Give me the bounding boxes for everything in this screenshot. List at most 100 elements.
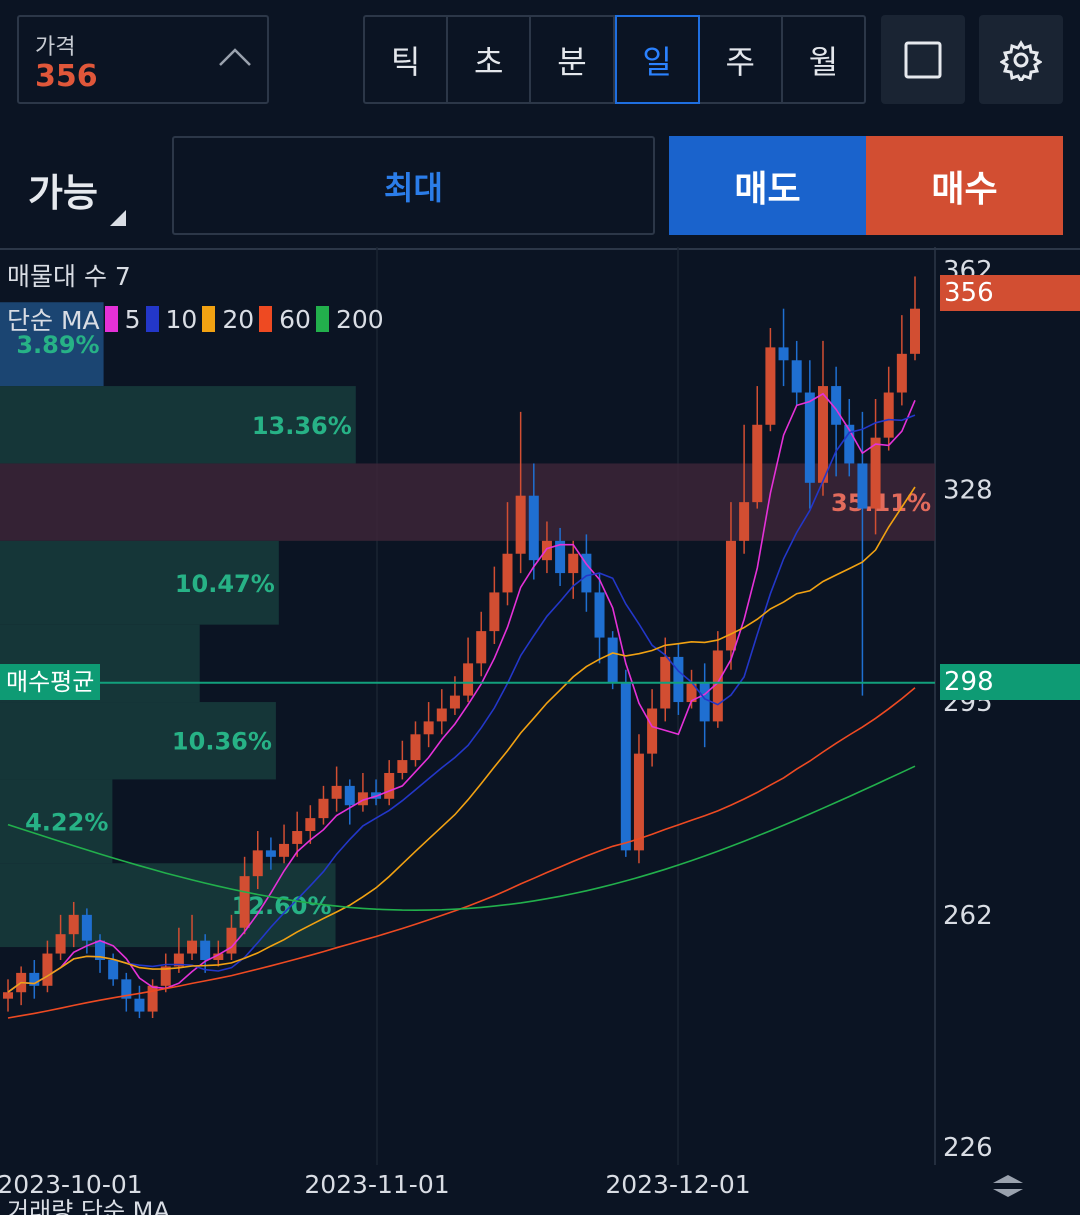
date-tick: 2023-11-01 [304,1170,449,1199]
candle-body [55,934,66,954]
volume-ma-legend: 거래량 단순 MA [7,1197,170,1215]
ma20-swatch [202,306,216,332]
candle-body [305,818,316,832]
candle-body [528,495,539,561]
ma10-label: 10 [165,304,198,334]
tab-tick[interactable]: 틱 [365,17,449,102]
volume-profile-pct: 4.22% [25,808,108,836]
candle-body [555,540,566,574]
candle-body [568,553,579,574]
volume-profile-bar [0,463,935,541]
volume-profile-pct: 10.47% [175,570,275,598]
candle-body [883,392,894,438]
candle-body [476,631,487,664]
fullscreen-button[interactable] [881,15,965,104]
candle-body [844,424,855,464]
gear-icon [1000,39,1042,81]
volume-profile-pct: 3.89% [16,331,99,359]
candle-body [423,721,434,735]
candle-body [187,940,198,954]
candle-body [95,940,106,960]
volume-profile-legend: 매물대 수 7 [7,262,131,291]
candle-body [134,998,145,1012]
candle-body [712,650,723,722]
volume-profile-pct: 10.36% [172,728,272,756]
price-tick: 262 [943,901,993,931]
buy-button[interactable]: 매수 [866,136,1063,235]
scroll-up-arrow [993,1175,1023,1183]
ma-legend-prefix: 단순 MA [7,306,100,335]
candle-body [239,876,250,928]
candle-body [620,682,631,851]
candle-body [68,914,79,935]
tab-week[interactable]: 주 [700,17,783,102]
candle-body [357,792,368,806]
dropdown-corner-icon [110,210,126,226]
available-label[interactable]: 가능 [28,171,98,215]
ma200-label: 200 [335,304,384,334]
candle-body [3,992,13,999]
candle-body [384,772,395,799]
candle-body [331,785,342,799]
candle-body [173,953,184,967]
candle-body [265,850,276,857]
candle-body [752,424,763,503]
ma20-label: 20 [222,304,255,334]
candle-body [489,592,500,632]
candle-body [910,308,920,354]
max-button[interactable]: 최대 [172,136,655,235]
scroll-down-arrow [993,1189,1023,1197]
ma60-swatch [259,306,273,332]
current-price-tag: 356 [940,275,1080,311]
candle-body [896,353,907,393]
volume-profile-bar [0,540,279,625]
candle-body [607,637,618,683]
candle-body [160,966,171,986]
ma20-line [7,486,916,993]
candle-body [686,682,697,703]
candle-body [515,495,526,554]
tab-second[interactable]: 초 [448,17,532,102]
candle-body [725,540,736,651]
price-tick: 328 [943,475,993,505]
candle-body [463,663,474,696]
chart-canvas[interactable]: 3.89%13.36%35.11%10.47%10.36%4.22%12.60%… [0,247,1080,1215]
settings-button[interactable] [979,15,1063,104]
ma5-label: 5 [124,304,141,334]
price-selector[interactable]: 가격 356 [17,15,269,104]
candle-body [29,972,40,986]
candle-body [121,979,132,999]
chevron-up-icon[interactable] [217,45,253,69]
candle-body [397,760,408,773]
candle-body [108,959,119,980]
date-tick: 2023-10-01 [0,1170,143,1199]
candle-body [647,708,658,754]
candle-body [857,463,868,509]
ma10-swatch [145,306,159,332]
volume-profile-pct: 13.36% [252,412,352,440]
candle-body [778,347,789,361]
candle-body [344,785,355,806]
candle-body [449,695,460,709]
candle-body [804,392,815,483]
candle-body [870,437,881,509]
candle-body [226,927,237,954]
candle-body [410,734,421,761]
ma200-swatch [315,306,329,332]
candle-body [673,656,684,703]
candle-body [831,386,842,425]
avg-price-tag: 298 [940,664,1080,700]
sell-button[interactable]: 매도 [669,136,866,235]
tab-month[interactable]: 월 [808,42,839,81]
price-label: 가격 [35,35,76,60]
square-icon [904,41,942,78]
price-chart[interactable]: 3.89% 13.36% 35.11% 10.47% 10.36% 4.22% 12.60%… [0,247,1080,1215]
candle-body [81,914,92,941]
price-value: 356 [35,59,98,94]
tab-minute[interactable]: 분 [531,17,615,102]
tab-day[interactable]: 일 [614,15,700,104]
ma200-line [7,765,916,912]
candle-body [292,831,303,844]
candle-body [213,953,224,960]
candle-body [739,502,750,541]
